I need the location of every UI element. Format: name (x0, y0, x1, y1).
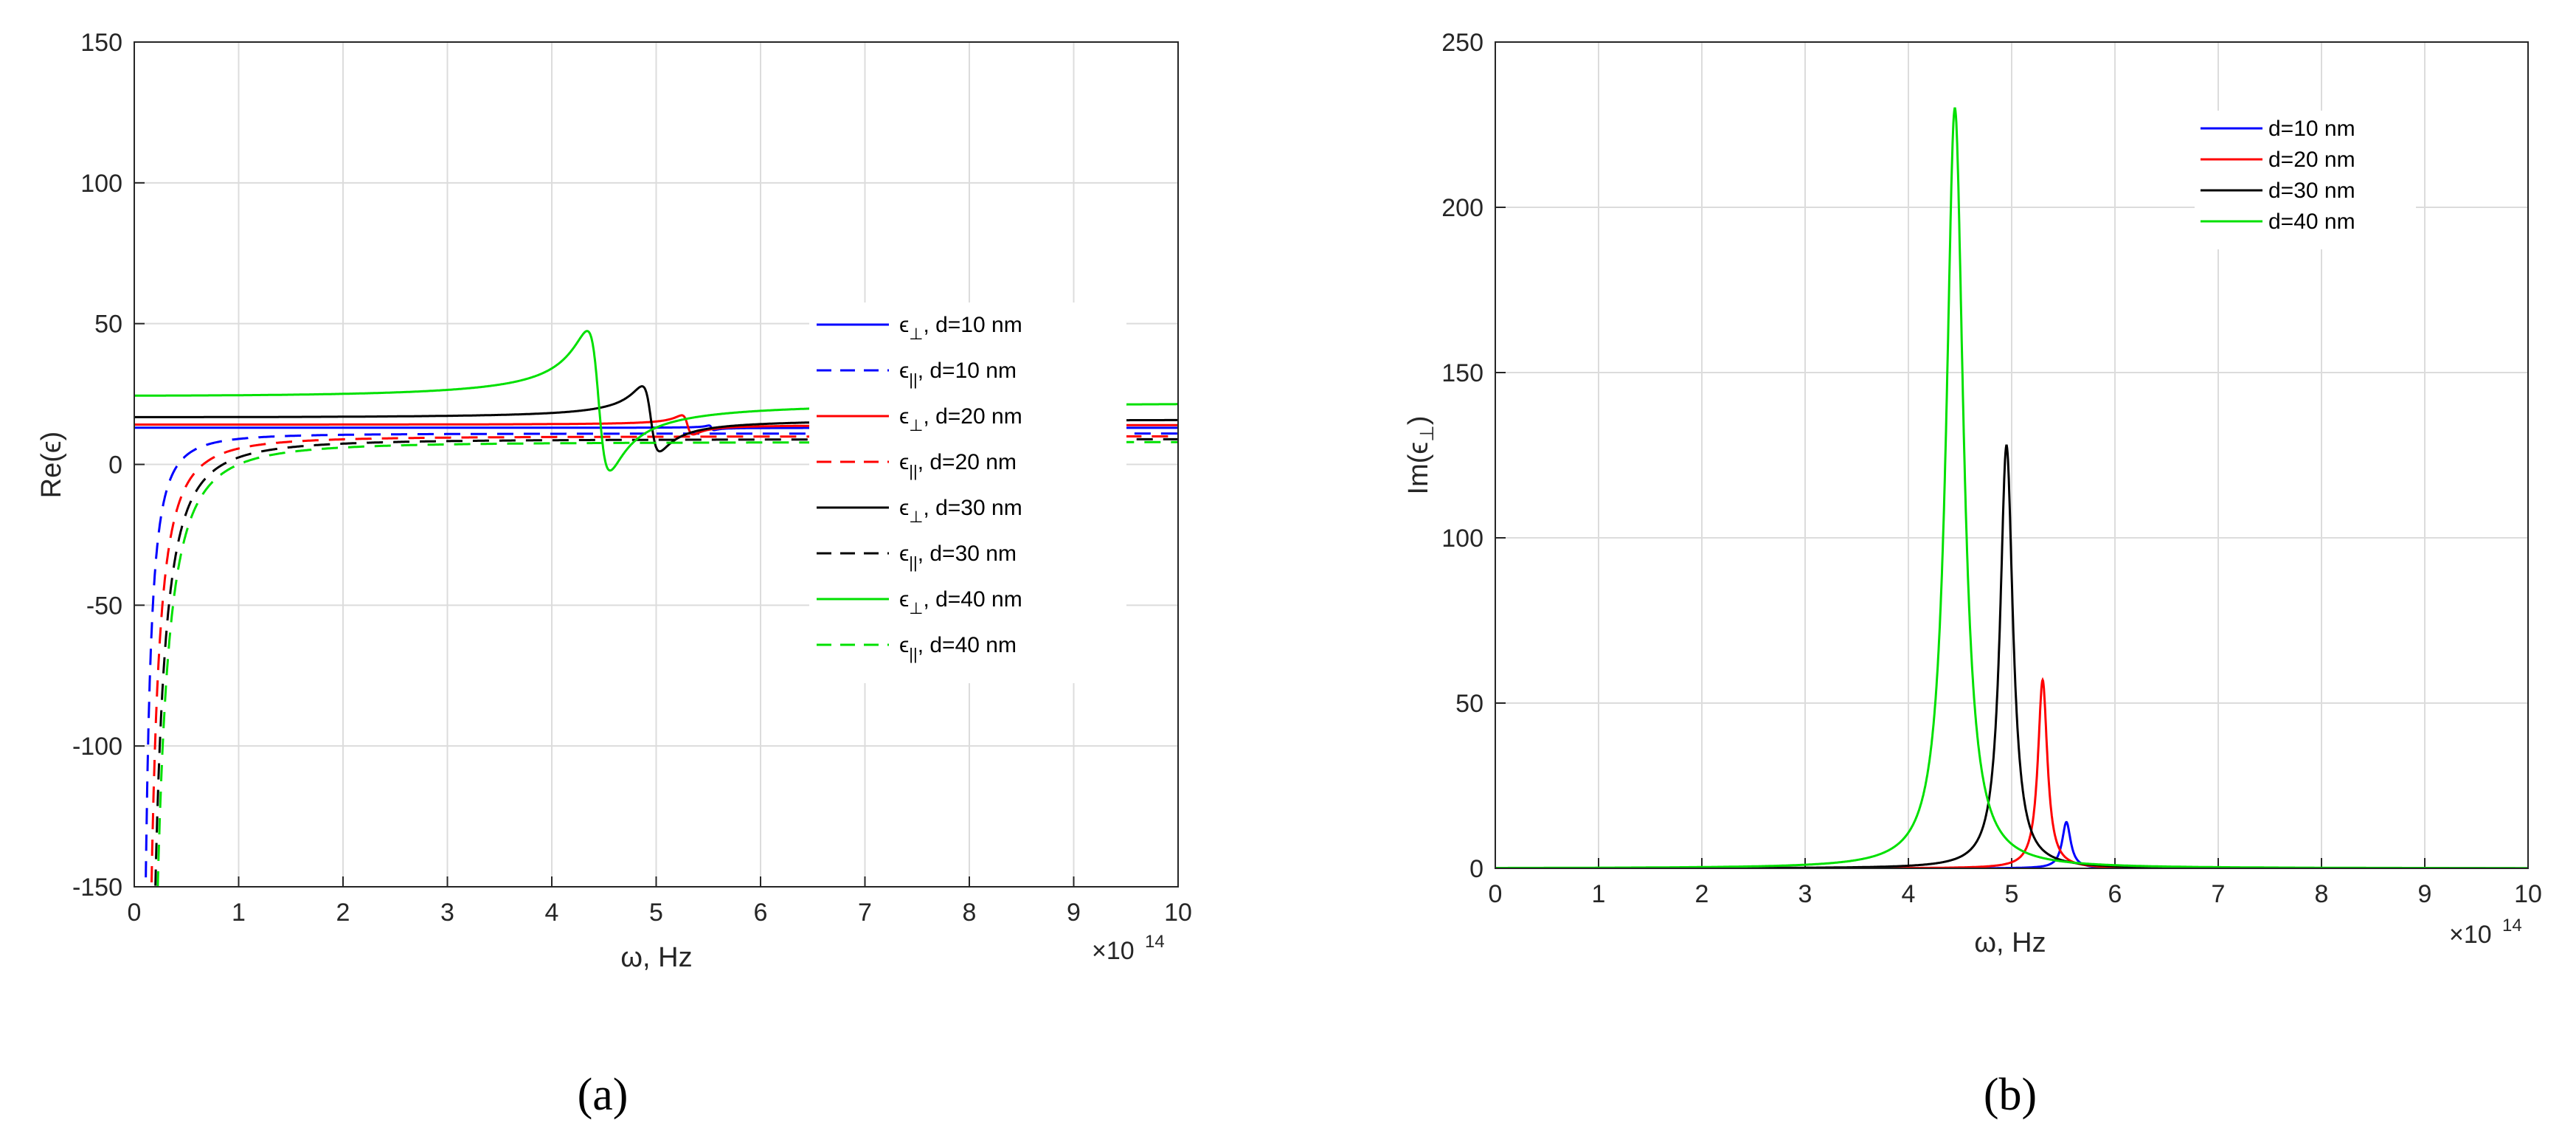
legend-a-box (809, 302, 1126, 683)
legend-a-entry: ϵ⊥, d=30 nm (899, 496, 1022, 526)
chart-b-legend: d=10 nm d=20 nm d=30 nm d=40 nm (2195, 111, 2416, 249)
y-tick-label: 250 (1441, 29, 1483, 57)
svg-text:×10: ×10 (2449, 921, 2492, 949)
y-tick-label: 150 (1441, 359, 1483, 387)
y-tick-label: 100 (80, 170, 122, 198)
legend-b-entry: d=40 nm (2268, 210, 2355, 234)
chart-b-x-exponent: ×10 14 (2449, 916, 2522, 949)
svg-text:14: 14 (2502, 916, 2522, 935)
x-tick-label: 10 (1164, 899, 1192, 927)
y-tick-label: 0 (108, 452, 122, 480)
x-tick-label: 0 (128, 899, 142, 927)
chart-b-axes-box (1495, 41, 2529, 869)
chart-b-y-axis-label: Im(ϵ⊥) (1403, 416, 1438, 495)
series-line-par-d40 (156, 440, 1178, 887)
legend-b-entry: d=10 nm (2268, 117, 2355, 141)
chart-b-x-tick-labels: 0 1 2 3 4 5 6 7 8 9 10 (1489, 880, 2542, 908)
chart-a-x-exponent: ×10 14 (1092, 932, 1165, 965)
chart-a-y-tick-labels: -150 -100 -50 0 50 100 150 (72, 29, 122, 902)
chart-b-panel-label: (b) (1984, 1070, 2037, 1120)
chart-a-x-axis-label: ω, Hz (620, 942, 692, 973)
x-tick-label: 1 (1592, 880, 1606, 908)
svg-text:14: 14 (1145, 932, 1165, 952)
y-tick-label: -150 (72, 874, 122, 902)
svg-text:×10: ×10 (1092, 937, 1135, 965)
x-tick-label: 4 (545, 899, 559, 927)
legend-a-entry: ϵ⊥, d=10 nm (899, 313, 1022, 343)
x-tick-label: 5 (649, 899, 663, 927)
x-tick-label: 6 (2108, 880, 2122, 908)
x-tick-label: 2 (1695, 880, 1709, 908)
x-tick-label: 9 (1067, 899, 1081, 927)
chart-a-x-tick-labels: 0 1 2 3 4 5 6 7 8 9 10 (128, 899, 1192, 927)
chart-a-y-axis-label: Re(ϵ) (36, 432, 67, 499)
x-tick-label: 7 (2212, 880, 2226, 908)
x-tick-label: 0 (1489, 880, 1503, 908)
x-tick-label: 1 (232, 899, 246, 927)
x-tick-label: 7 (858, 899, 872, 927)
y-tick-label: 100 (1441, 525, 1483, 553)
x-tick-label: 8 (963, 899, 977, 927)
legend-b-entry: d=30 nm (2268, 179, 2355, 203)
chart-b-y-tick-labels: 0 50 100 150 200 250 (1441, 29, 1483, 883)
legend-a-entry: ϵ⊥, d=20 nm (899, 404, 1022, 435)
legend-b-entry: d=20 nm (2268, 148, 2355, 172)
x-tick-label: 3 (1798, 880, 1812, 908)
y-tick-label: 200 (1441, 194, 1483, 222)
chart-a-axes-box (134, 41, 1179, 888)
x-tick-label: 6 (754, 899, 768, 927)
legend-a-entry: ϵ||, d=20 nm (899, 450, 1017, 480)
chart-a-legend: ϵ⊥, d=10 nm ϵ||, d=10 nm ϵ⊥, d=20 nm ϵ||, d… (809, 302, 1126, 683)
y-tick-label: 50 (1455, 690, 1483, 718)
legend-a-entry: ϵ||, d=10 nm (899, 359, 1017, 389)
x-tick-label: 3 (440, 899, 454, 927)
x-tick-label: 10 (2514, 880, 2542, 908)
x-tick-label: 8 (2315, 880, 2329, 908)
legend-a-entry: ϵ||, d=30 nm (899, 542, 1017, 572)
y-tick-label: 50 (94, 311, 122, 339)
x-tick-label: 4 (1902, 880, 1916, 908)
y-tick-label: 150 (80, 29, 122, 57)
x-tick-label: 5 (2005, 880, 2019, 908)
y-tick-label: -100 (72, 733, 122, 761)
x-tick-label: 2 (336, 899, 350, 927)
y-tick-label: 0 (1469, 855, 1483, 883)
x-tick-label: 9 (2418, 880, 2432, 908)
legend-a-entry: ϵ||, d=40 nm (899, 633, 1017, 663)
legend-b-box (2195, 111, 2416, 249)
legend-a-entry: ϵ⊥, d=40 nm (899, 587, 1022, 618)
chart-b-x-axis-label: ω, Hz (1974, 927, 2046, 958)
chart-a-panel-label: (a) (578, 1070, 629, 1120)
y-tick-label: -50 (86, 592, 122, 620)
chart-b: 0 1 2 3 4 5 6 7 8 9 10 0 50 100 150 200 250 ω, Hz Im(ϵ⊥… (1403, 29, 2542, 1120)
